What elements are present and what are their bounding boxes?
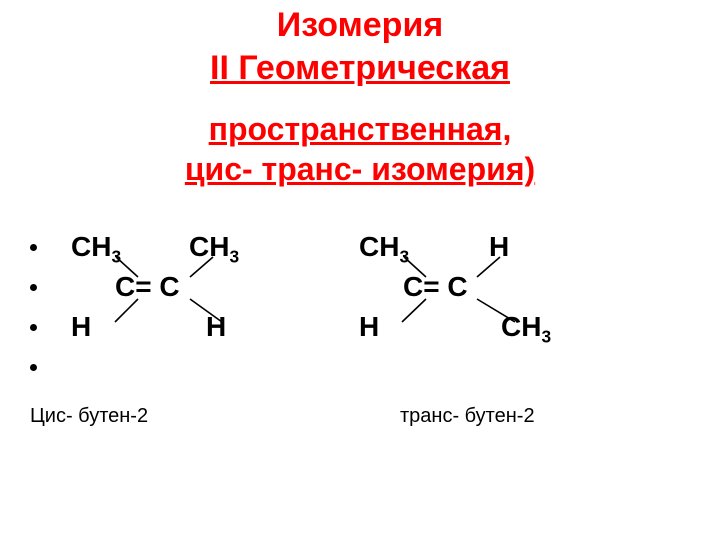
formula-text: Н [489,227,509,268]
title-block: Изомерия II Геометрическая пространствен… [0,4,720,189]
title-line2: II Геометрическая [0,47,720,90]
formula-text: С= С [403,267,468,308]
list-item: С= С С= С [30,267,720,307]
formula-text: Н [206,307,226,348]
formula-text: СН3 [189,227,239,268]
bullet-icon [30,364,37,371]
label-cis: Цис- бутен-2 [30,405,148,428]
formula-text: С= С [115,267,180,308]
bullet-icon [30,244,37,251]
formula-text: Н [359,307,379,348]
title-line1: Изомерия [0,4,720,47]
list-item: Н Н Н СН3 [30,307,720,347]
list-item [30,347,720,387]
formula-text: СН3 [359,227,409,268]
body: СН3 СН3 СН3 Н С= С С= С Н Н Н СН3 [0,227,720,387]
labels-row: Цис- бутен-2 транс- бутен-2 [0,405,720,435]
formula-text: СН3 [71,227,121,268]
list-item: СН3 СН3 СН3 Н [30,227,720,267]
bullet-icon [30,324,37,331]
formula-text: Н [71,307,91,348]
label-trans: транс- бутен-2 [400,405,535,428]
subtitle-line1: пространственная, [0,109,720,149]
formula-text: СН3 [501,307,551,348]
bullet-icon [30,284,37,291]
subtitle-line2: цис- транс- изомерия) [0,149,720,189]
slide: Изомерия II Геометрическая пространствен… [0,0,720,540]
